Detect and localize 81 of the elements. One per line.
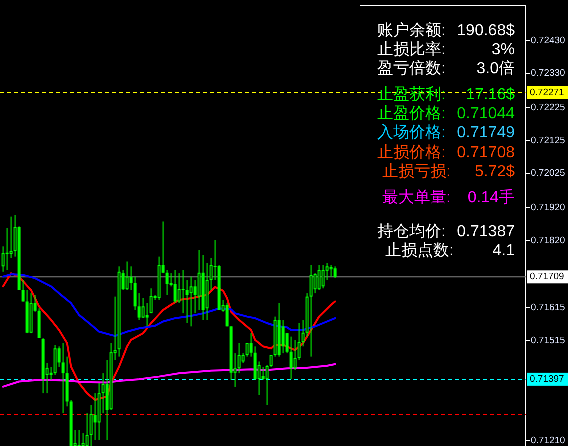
text: 账户余额:: [378, 22, 446, 40]
text: 0.71749: [457, 124, 516, 142]
candlestick: [266, 364, 269, 406]
text: 止盈价格:: [378, 104, 446, 122]
candlestick: [182, 270, 185, 314]
text: 入场价格:: [378, 124, 446, 142]
text: 0.71044: [457, 106, 516, 122]
candlestick: [86, 413, 89, 446]
candlestick: [178, 273, 181, 304]
text: 盈亏倍数:: [378, 60, 446, 78]
candlestick: [318, 264, 321, 291]
candlestick: [190, 276, 193, 328]
text: 最大单量:: [382, 188, 451, 206]
candlestick: [94, 393, 97, 441]
candlestick: [298, 322, 301, 361]
candlestick: [62, 342, 65, 414]
candlestick: [330, 264, 333, 278]
candlestick: [334, 266, 337, 279]
candlestick: [138, 293, 141, 321]
y-tick-label: 0.71820: [531, 235, 566, 246]
y-tick-label: 0.72025: [531, 168, 566, 180]
candlestick: [314, 273, 317, 294]
candlestick: [130, 266, 133, 291]
candlestick: [142, 298, 145, 319]
text: 0.71387: [457, 224, 516, 240]
y-tick-label: 0.72225: [531, 102, 566, 114]
candlestick: [82, 433, 85, 446]
candlestick: [250, 333, 253, 358]
candlestick: [78, 430, 81, 446]
y-tick-label: 0.72430: [531, 35, 566, 46]
candlestick: [246, 342, 249, 358]
text: 止损点数:: [386, 242, 454, 260]
candlestick: [302, 320, 305, 348]
text: 止损比率:: [378, 40, 446, 58]
candlestick: [22, 280, 25, 302]
text: 190.68$: [457, 22, 516, 40]
text: 持仓均价:: [378, 222, 446, 240]
line-series: [2, 363, 336, 388]
candlestick: [90, 404, 93, 446]
candlestick: [262, 366, 265, 381]
candlestick: [294, 340, 297, 371]
candlestick: [102, 373, 105, 414]
text: 止损亏损:: [382, 162, 451, 180]
candlestick: [54, 344, 57, 376]
y-tick-label: 0.72330: [531, 68, 566, 80]
line-series: [2, 272, 336, 402]
y-tick-label: 0.71615: [531, 302, 566, 314]
candlestick: [270, 354, 273, 368]
candlestick: [2, 246, 5, 272]
text: 17.16$: [466, 86, 516, 104]
candlestick: [198, 250, 201, 311]
y-tick-label: 0.71515: [531, 335, 566, 346]
line-series: [2, 274, 336, 338]
y-tick-label: 0.71210: [531, 435, 566, 446]
ref-line-label: 0.72271: [530, 87, 564, 98]
candlestick: [10, 216, 13, 259]
text: 4.1: [492, 242, 516, 260]
candlestick: [238, 342, 241, 374]
candlestick: [174, 270, 177, 304]
text: 止损价格:: [378, 144, 446, 162]
candlestick: [146, 302, 149, 328]
candlestick: [310, 264, 313, 358]
candlestick: [166, 270, 169, 296]
text: 3.0倍: [476, 60, 515, 78]
text: 0.14手: [468, 188, 515, 206]
text: 5.72$: [474, 164, 516, 180]
ref-line-label: 0.71709: [530, 272, 564, 283]
candlestick: [282, 320, 285, 354]
text: 3%: [492, 42, 515, 58]
candlestick: [126, 261, 129, 291]
y-tick-label: 0.71920: [531, 202, 566, 214]
candlestick: [290, 336, 293, 380]
candlestick: [150, 288, 153, 314]
text: 0.71708: [457, 144, 516, 162]
ref-line-label: 0.71397: [530, 374, 564, 385]
candlestick: [134, 276, 137, 311]
candlestick: [210, 258, 213, 291]
candlestick: [186, 280, 189, 324]
candlestick: [226, 302, 229, 328]
candlestick: [322, 264, 325, 290]
y-tick-label: 0.72125: [531, 135, 566, 146]
